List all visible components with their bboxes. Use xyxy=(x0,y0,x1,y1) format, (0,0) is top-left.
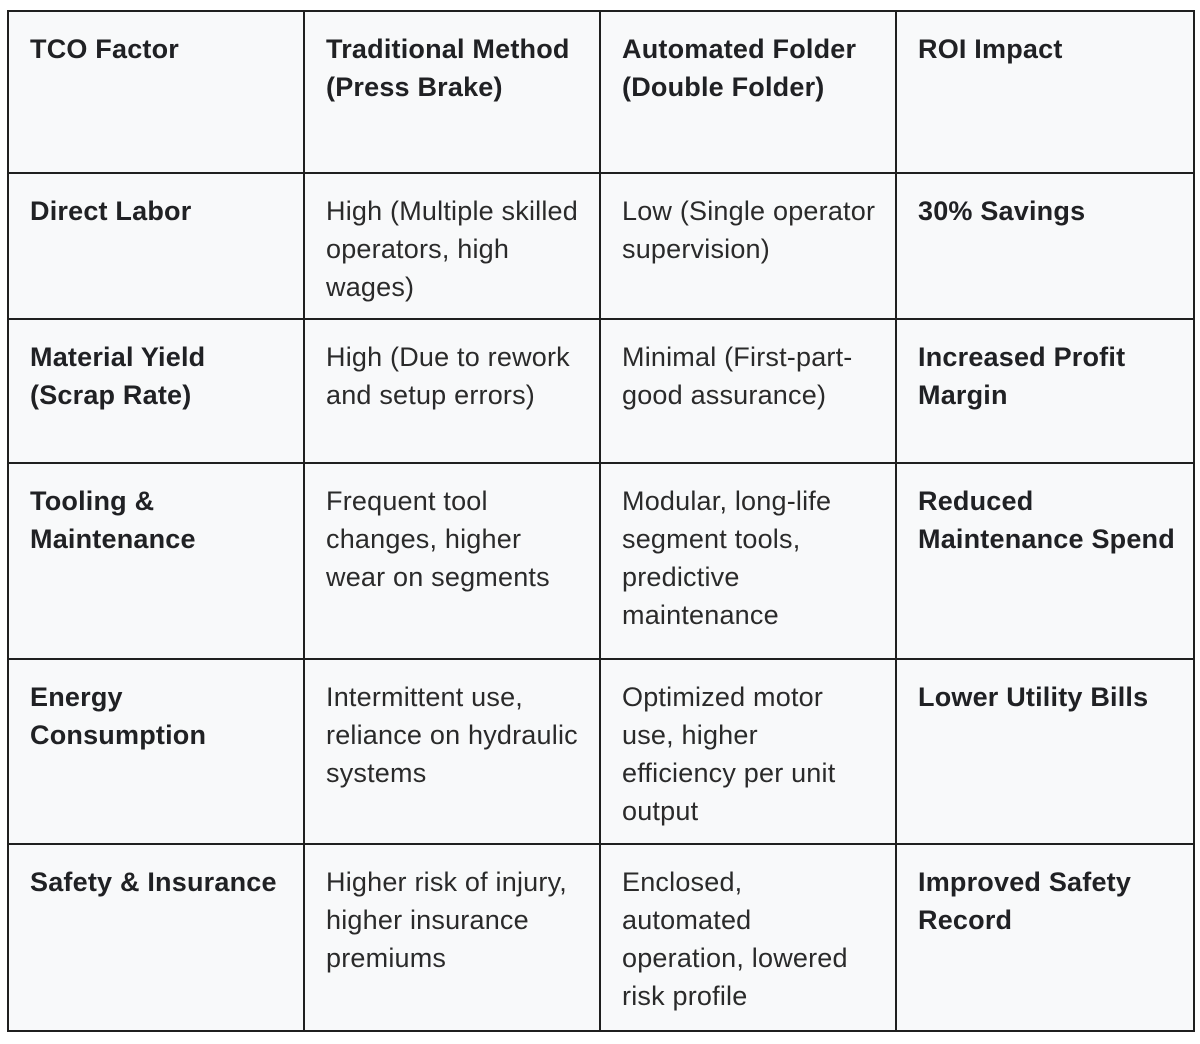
table-row: Energy Consumption Intermittent use, rel… xyxy=(7,658,1195,845)
header-tco-factor: TCO Factor xyxy=(7,10,305,174)
cell-factor: Safety & Insurance xyxy=(7,843,305,1032)
cell-automated: Low (Single operator supervision) xyxy=(599,172,897,320)
cell-traditional: Intermittent use, reliance on hydraulic … xyxy=(303,658,601,845)
cell-traditional: High (Multiple skilled operators, high w… xyxy=(303,172,601,320)
table-header-row: TCO Factor Traditional Method (Press Bra… xyxy=(7,10,1195,174)
cell-roi: Improved Safety Record xyxy=(895,843,1195,1032)
header-traditional-method: Traditional Method (Press Brake) xyxy=(303,10,601,174)
cell-roi: Increased Profit Margin xyxy=(895,318,1195,464)
cell-traditional: Frequent tool changes, higher wear on se… xyxy=(303,462,601,660)
cell-roi: 30% Savings xyxy=(895,172,1195,320)
cell-traditional: Higher risk of injury, higher insurance … xyxy=(303,843,601,1032)
cell-automated: Minimal (First-part-good assurance) xyxy=(599,318,897,464)
cell-factor: Energy Consumption xyxy=(7,658,305,845)
tco-comparison-table: TCO Factor Traditional Method (Press Bra… xyxy=(7,10,1195,1032)
cell-factor: Material Yield (Scrap Rate) xyxy=(7,318,305,464)
header-roi-impact: ROI Impact xyxy=(895,10,1195,174)
cell-factor: Tooling & Maintenance xyxy=(7,462,305,660)
table-row: Safety & Insurance Higher risk of injury… xyxy=(7,843,1195,1032)
cell-automated: Enclosed, automated operation, lowered r… xyxy=(599,843,897,1032)
cell-automated: Modular, long-life segment tools, predic… xyxy=(599,462,897,660)
cell-automated: Optimized motor use, higher efficiency p… xyxy=(599,658,897,845)
cell-traditional: High (Due to rework and setup errors) xyxy=(303,318,601,464)
table-row: Material Yield (Scrap Rate) High (Due to… xyxy=(7,318,1195,464)
cell-roi: Reduced Maintenance Spend xyxy=(895,462,1195,660)
table-row: Direct Labor High (Multiple skilled oper… xyxy=(7,172,1195,320)
cell-roi: Lower Utility Bills xyxy=(895,658,1195,845)
header-automated-folder: Automated Folder (Double Folder) xyxy=(599,10,897,174)
table-row: Tooling & Maintenance Frequent tool chan… xyxy=(7,462,1195,660)
cell-factor: Direct Labor xyxy=(7,172,305,320)
